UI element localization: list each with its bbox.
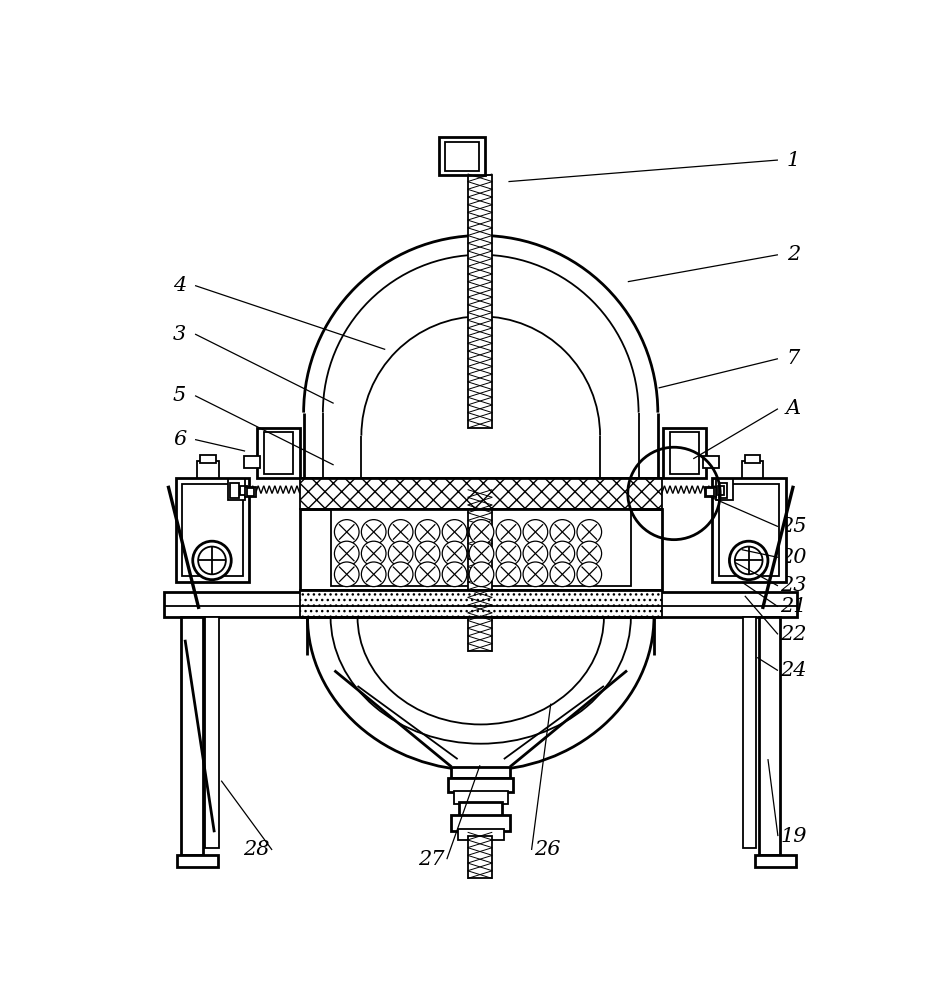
Circle shape [730,541,768,580]
Circle shape [734,547,763,574]
Circle shape [550,520,575,544]
Bar [244,456,260,468]
Bar [197,461,219,478]
Circle shape [361,520,386,544]
Bar [454,791,507,804]
Bar [719,484,779,576]
Circle shape [361,541,386,566]
Circle shape [388,520,413,544]
Circle shape [335,541,359,566]
Circle shape [496,520,521,544]
Bar [164,592,797,617]
Bar [245,487,256,497]
Circle shape [550,541,575,566]
Circle shape [416,520,440,544]
Circle shape [335,562,359,587]
Text: 21: 21 [780,597,807,616]
Bar [240,486,247,495]
Bar [181,617,203,855]
Text: 19: 19 [780,827,807,846]
Bar [717,479,734,500]
Circle shape [577,562,601,587]
Bar [704,456,719,468]
Bar [451,815,510,831]
Bar [231,483,239,498]
Bar [719,483,727,498]
Circle shape [416,541,440,566]
Bar [228,479,245,500]
Bar [177,855,219,867]
Circle shape [198,547,226,574]
Circle shape [496,562,521,587]
Bar [451,767,510,778]
Circle shape [442,541,467,566]
Bar [247,488,254,496]
Bar [670,432,700,474]
Bar [205,617,219,848]
Circle shape [523,541,548,566]
Text: 25: 25 [780,517,807,536]
Text: 3: 3 [173,325,187,344]
Bar [257,428,300,478]
Bar [458,778,504,790]
Circle shape [577,541,601,566]
Text: A: A [786,399,801,418]
Bar [300,590,661,617]
Text: 2: 2 [787,245,800,264]
Circle shape [523,562,548,587]
Text: 27: 27 [418,850,445,869]
Circle shape [335,520,359,544]
Circle shape [416,562,440,587]
Bar [742,461,764,478]
Bar [706,488,714,496]
Circle shape [577,520,601,544]
Bar [446,142,479,171]
Bar [468,836,492,878]
Bar [175,478,249,582]
Bar [458,829,504,840]
Text: 24: 24 [780,661,807,680]
Circle shape [550,562,575,587]
Text: 6: 6 [173,430,187,449]
Text: 1: 1 [787,151,800,170]
Bar [264,432,293,474]
Bar [330,509,631,586]
Bar [182,484,243,576]
Circle shape [469,520,493,544]
Circle shape [469,541,493,566]
Bar [300,509,661,590]
Circle shape [469,562,493,587]
Bar [201,455,216,463]
Bar [448,778,513,792]
Circle shape [388,562,413,587]
Bar [663,428,705,478]
Text: 26: 26 [534,840,560,859]
Circle shape [523,520,548,544]
Bar [468,490,492,651]
Bar [759,617,780,855]
Bar [300,478,661,509]
Bar [439,137,485,175]
Text: 22: 22 [780,625,807,644]
Bar [718,486,724,495]
Bar [713,478,786,582]
Circle shape [496,541,521,566]
Bar [468,175,492,428]
Text: 7: 7 [787,349,800,368]
Text: 28: 28 [243,840,270,859]
Text: 20: 20 [780,548,807,567]
Bar [704,487,716,497]
Circle shape [442,562,467,587]
Circle shape [388,541,413,566]
Bar [460,802,502,817]
Circle shape [361,562,386,587]
Text: 23: 23 [780,576,807,595]
Text: 4: 4 [173,276,187,295]
Text: 5: 5 [173,386,187,405]
Bar [743,617,756,848]
Bar [745,455,760,463]
Circle shape [192,541,232,580]
Circle shape [442,520,467,544]
Bar [755,855,795,867]
